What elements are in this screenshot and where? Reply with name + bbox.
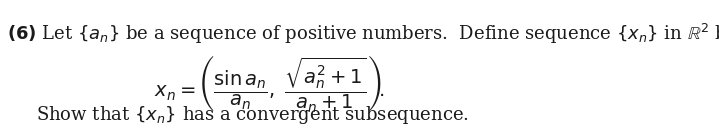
Text: Show that $\{x_n\}$ has a convergent subsequence.: Show that $\{x_n\}$ has a convergent sub…: [36, 104, 470, 126]
Text: $\mathbf{(6)}$ Let $\{a_n\}$ be a sequence of positive numbers.  Define sequence: $\mathbf{(6)}$ Let $\{a_n\}$ be a sequen…: [6, 22, 719, 46]
Text: $x_n = \left(\dfrac{\sin a_n}{a_n},\ \dfrac{\sqrt{a_n^2+1}}{a_n+1}\right)\!.$: $x_n = \left(\dfrac{\sin a_n}{a_n},\ \df…: [155, 53, 385, 114]
